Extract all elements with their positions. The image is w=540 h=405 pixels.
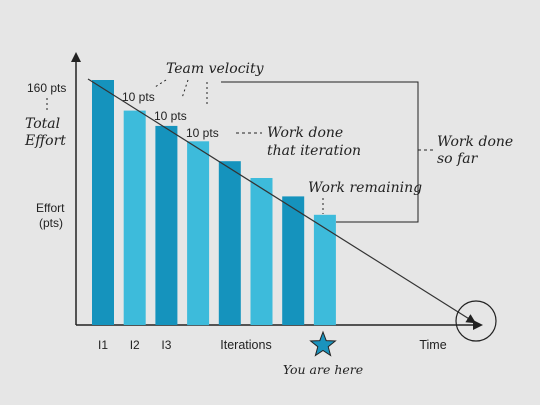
step-label-1: 10 pts <box>122 90 155 104</box>
x-axis-arrow <box>473 320 483 330</box>
work-remaining-label: Work remaining <box>308 180 422 196</box>
work-done-iteration-line-2: that iteration <box>267 143 361 159</box>
team-velocity-label: Team velocity <box>166 61 265 77</box>
y-axis-label-line-2: (pts) <box>39 216 63 230</box>
you-are-here-star-icon <box>309 330 337 357</box>
category-labels: I1 I2 I3 <box>98 338 172 352</box>
work-done-so-far-line-1: Work done <box>437 134 513 150</box>
time-label: Time <box>419 338 446 352</box>
bar-5 <box>218 161 241 325</box>
category-label-1: I1 <box>98 338 108 352</box>
bars-group <box>92 80 336 326</box>
work-done-iteration-line-1: Work done <box>267 125 343 141</box>
team-velocity-connector-1 <box>154 79 167 88</box>
x-axis-label: Iterations <box>220 338 271 352</box>
bar-4 <box>187 141 210 326</box>
category-label-2: I2 <box>130 338 140 352</box>
total-effort-line-2: Effort <box>24 133 66 149</box>
y-axis-label: Effort (pts) <box>36 201 68 230</box>
end-point-circle <box>455 300 497 342</box>
you-are-here-label: You are here <box>283 362 363 377</box>
team-velocity-connector-2 <box>181 79 189 99</box>
work-done-so-far-bracket <box>221 81 419 223</box>
bar-2 <box>123 110 146 325</box>
total-effort-line-1: Total <box>25 116 60 132</box>
bar-8 <box>313 214 336 326</box>
burndown-trend-line <box>87 78 477 324</box>
bar-1 <box>92 80 114 325</box>
total-effort-label: Total Effort <box>24 116 66 149</box>
bar-3 <box>155 125 178 326</box>
bar-6 <box>250 178 273 325</box>
work-done-iteration-label: Work done that iteration <box>267 125 361 159</box>
step-label-2: 10 pts <box>154 109 187 123</box>
bar-7 <box>282 196 305 325</box>
y-axis-arrow <box>71 52 81 62</box>
y-start-label: 160 pts <box>27 81 66 95</box>
step-label-3: 10 pts <box>186 126 219 140</box>
work-done-so-far-line-2: so far <box>437 151 479 167</box>
work-done-so-far-label: Work done so far <box>437 134 518 167</box>
y-axis-label-line-1: Effort <box>36 201 65 215</box>
category-label-3: I3 <box>161 338 171 352</box>
